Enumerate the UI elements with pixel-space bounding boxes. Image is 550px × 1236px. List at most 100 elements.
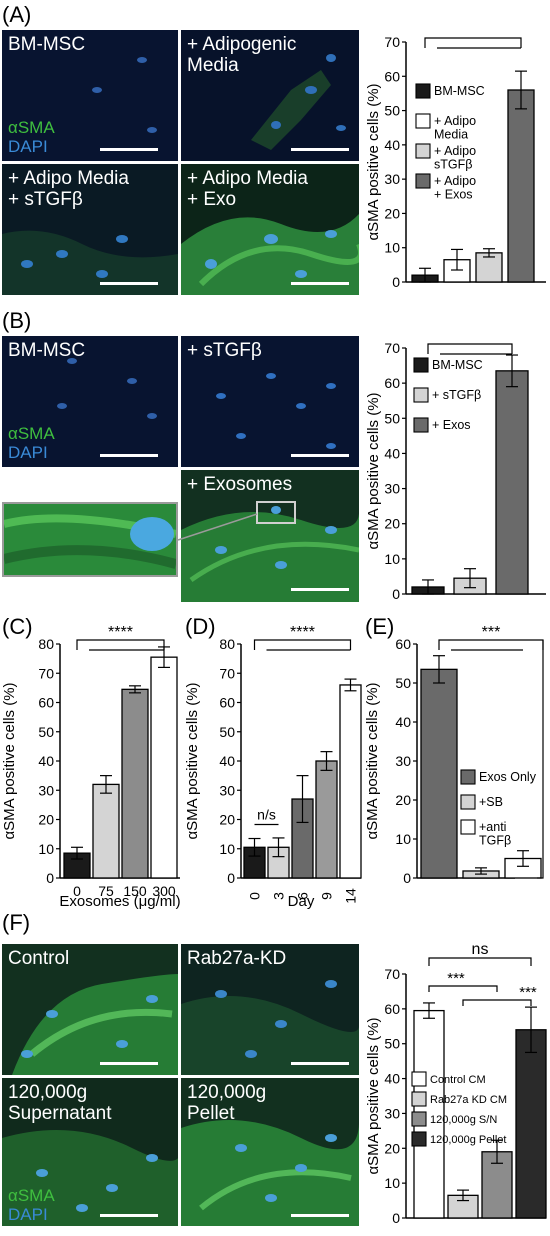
- bar: [515, 1029, 547, 1219]
- bar: [475, 252, 503, 283]
- legend-swatch: [411, 1111, 427, 1127]
- significance-label: ***: [447, 970, 465, 987]
- legend-label: Exos Only: [479, 770, 537, 784]
- y-tick-label: 70: [38, 665, 54, 681]
- significance-bracket: [428, 985, 498, 992]
- scale-bar: [291, 282, 349, 285]
- y-tick-label: 60: [384, 375, 400, 391]
- micrograph-b-zoom-inset: [2, 502, 178, 577]
- micrograph-label: BM-MSC: [8, 34, 86, 55]
- y-tick-label: 40: [384, 1071, 400, 1087]
- legend-swatch: [415, 173, 431, 189]
- chart-f: 0 10 20 30 40 50 60 70 αSMA positive cells (%) ns…: [365, 944, 547, 1226]
- significance-bracket: [76, 639, 165, 650]
- stain-asma: αSMA: [8, 424, 55, 443]
- bar: [92, 783, 120, 879]
- y-tick-label: 60: [38, 695, 54, 711]
- micrograph-label: + Adipogenic Media: [187, 34, 297, 76]
- y-tick-label: 30: [38, 782, 54, 798]
- x-axis-label: Exosomes (μg/ml): [59, 893, 180, 910]
- micrograph-f3-image: [2, 1078, 178, 1226]
- y-tick-label: 0: [227, 870, 235, 886]
- y-tick-label: 20: [395, 792, 411, 808]
- significance-bracket: [424, 37, 522, 48]
- legend-swatch: [411, 1131, 427, 1147]
- micrograph-b-zoom-image: [4, 504, 176, 575]
- legend-swatch: [415, 113, 431, 129]
- y-tick-label: 30: [395, 753, 411, 769]
- y-tick-label: 70: [384, 34, 400, 50]
- legend-swatch: [415, 83, 431, 99]
- stain-asma: αSMA: [8, 118, 55, 137]
- y-tick-label: 80: [219, 636, 235, 652]
- micrograph-a2-image: [181, 30, 359, 161]
- legend-label: BM-MSC: [432, 358, 483, 372]
- y-tick-label: 50: [384, 1036, 400, 1052]
- chart-a: 0 10 20 30 40 50 60 70 αSMA positive cells (%) **…: [365, 30, 546, 290]
- micrograph-a-bm-msc: BM-MSC αSMA DAPI: [2, 30, 178, 161]
- stain-dapi: DAPI: [8, 1205, 48, 1224]
- scale-bar: [100, 1214, 158, 1217]
- panel-letter-d: (D): [185, 614, 216, 639]
- legend-swatch: [460, 769, 476, 785]
- significance-bracket: [253, 639, 352, 650]
- x-tick-label: 9: [319, 892, 335, 900]
- significance-bracket: [462, 999, 532, 1006]
- legend-label: BM-MSC: [434, 84, 485, 98]
- micrograph-label: Rab27a-KD: [187, 948, 287, 969]
- micrograph-label: + Exosomes: [187, 474, 293, 495]
- chart-c: 0 10 20 30 40 50 60 70 80 αSMA positive cells (%)…: [1, 624, 181, 910]
- micrograph-a-adipo-exo: + Adipo Media + Exo: [181, 164, 359, 295]
- legend-swatch: [413, 387, 429, 403]
- micrograph-a-adipogenic: + Adipogenic Media: [181, 30, 359, 161]
- bar: [420, 668, 458, 879]
- y-tick-label: 20: [219, 812, 235, 828]
- y-axis-label: αSMA positive cells (%): [1, 682, 18, 839]
- y-tick-label: 50: [384, 410, 400, 426]
- micrograph-a-adipo-tgfb: + Adipo Media + sTGFβ: [2, 164, 178, 295]
- y-tick-label: 60: [395, 636, 411, 652]
- stain-legend: αSMA DAPI: [8, 1186, 55, 1224]
- legend-label: + Adipo + Exos: [434, 174, 476, 202]
- micrograph-b2-image: [181, 336, 359, 467]
- y-tick-label: 60: [384, 68, 400, 84]
- legend-label: 120,000g S/N: [430, 1114, 497, 1126]
- stain-legend: αSMA DAPI: [8, 118, 55, 156]
- bar: [121, 688, 149, 879]
- bar: [495, 370, 529, 595]
- micrograph-label: + Adipo Media + sTGFβ: [8, 168, 129, 210]
- y-tick-label: 10: [384, 551, 400, 567]
- panel-letter-f: (F): [2, 910, 31, 935]
- significance-bracket: [428, 957, 532, 966]
- y-tick-label: 20: [384, 1140, 400, 1156]
- y-tick-label: 40: [38, 753, 54, 769]
- y-tick-label: 0: [392, 274, 400, 290]
- significance-label: ***: [461, 336, 480, 345]
- x-tick-label: 0: [73, 883, 81, 899]
- micrograph-label: + sTGFβ: [187, 340, 262, 361]
- y-tick-label: 40: [395, 714, 411, 730]
- legend-swatch: [413, 417, 429, 433]
- y-tick-label: 10: [38, 841, 54, 857]
- y-tick-label: 20: [384, 516, 400, 532]
- scale-bar: [291, 1062, 349, 1065]
- scale-bar: [100, 454, 158, 457]
- x-tick-label: 3: [271, 892, 287, 900]
- x-tick-label: 300: [152, 883, 176, 899]
- chart-b: 0 10 20 30 40 50 60 70 αSMA positive cells (%) **…: [365, 336, 546, 602]
- x-tick-label: 75: [98, 883, 114, 899]
- bar: [339, 684, 362, 879]
- y-tick-label: 70: [384, 340, 400, 356]
- legend-label: Control CM: [430, 1074, 486, 1086]
- y-tick-label: 0: [392, 1210, 400, 1226]
- significance-bracket-side: [537, 640, 544, 879]
- stain-legend: αSMA DAPI: [8, 424, 55, 462]
- significance-bracket: [427, 343, 513, 354]
- scale-bar: [291, 588, 349, 591]
- micrograph-b1-image: [2, 336, 178, 467]
- y-tick-label: 70: [219, 665, 235, 681]
- micrograph-f4-image: [181, 1078, 359, 1226]
- y-axis-label: αSMA positive cells (%): [364, 682, 381, 839]
- y-tick-label: 10: [384, 240, 400, 256]
- y-tick-label: 0: [46, 870, 54, 886]
